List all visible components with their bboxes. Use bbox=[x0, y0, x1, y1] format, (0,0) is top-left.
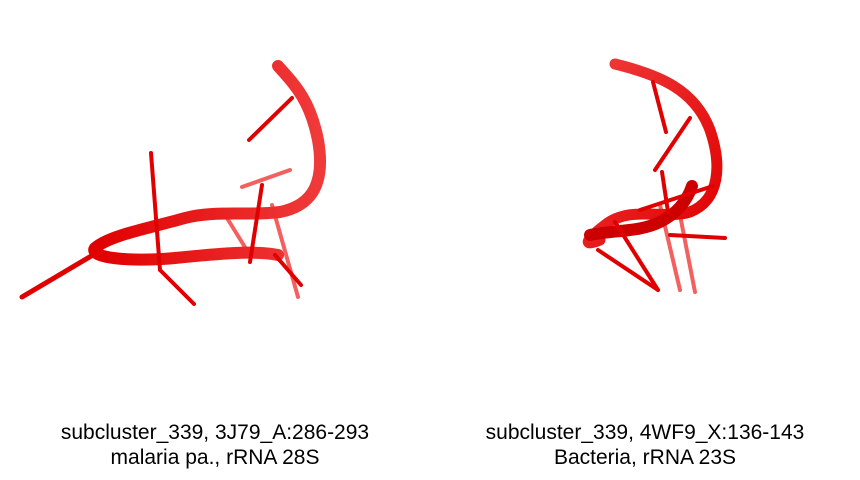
structure-caption-left: subcluster_339, 3J79_A:286-293 malaria p… bbox=[0, 420, 430, 470]
rna-cartoon-render-left bbox=[19, 60, 327, 306]
backbone-tube-right bbox=[582, 58, 723, 249]
base-sticks-front bbox=[149, 96, 303, 306]
caption-line-id-right: subcluster_339, 4WF9_X:136-143 bbox=[485, 421, 805, 444]
caption-line-id-left: subcluster_339, 3J79_A:286-293 bbox=[60, 421, 370, 444]
backbone-tube-left bbox=[88, 60, 327, 266]
backbone-tail-left bbox=[19, 249, 101, 300]
rna-cartoon-render-right bbox=[582, 58, 727, 294]
structure-panel-right: subcluster_339, 4WF9_X:136-143 Bacteria,… bbox=[430, 0, 860, 480]
structure-caption-right: subcluster_339, 4WF9_X:136-143 Bacteria,… bbox=[430, 420, 860, 470]
backbone-front-right bbox=[584, 180, 698, 241]
caption-line-source-right: Bacteria, rRNA 23S bbox=[553, 446, 737, 469]
base-sticks-front-right bbox=[596, 80, 727, 292]
caption-line-source-left: malaria pa., rRNA 28S bbox=[110, 446, 320, 469]
structure-panel-left: subcluster_339, 3J79_A:286-293 malaria p… bbox=[0, 60, 430, 470]
